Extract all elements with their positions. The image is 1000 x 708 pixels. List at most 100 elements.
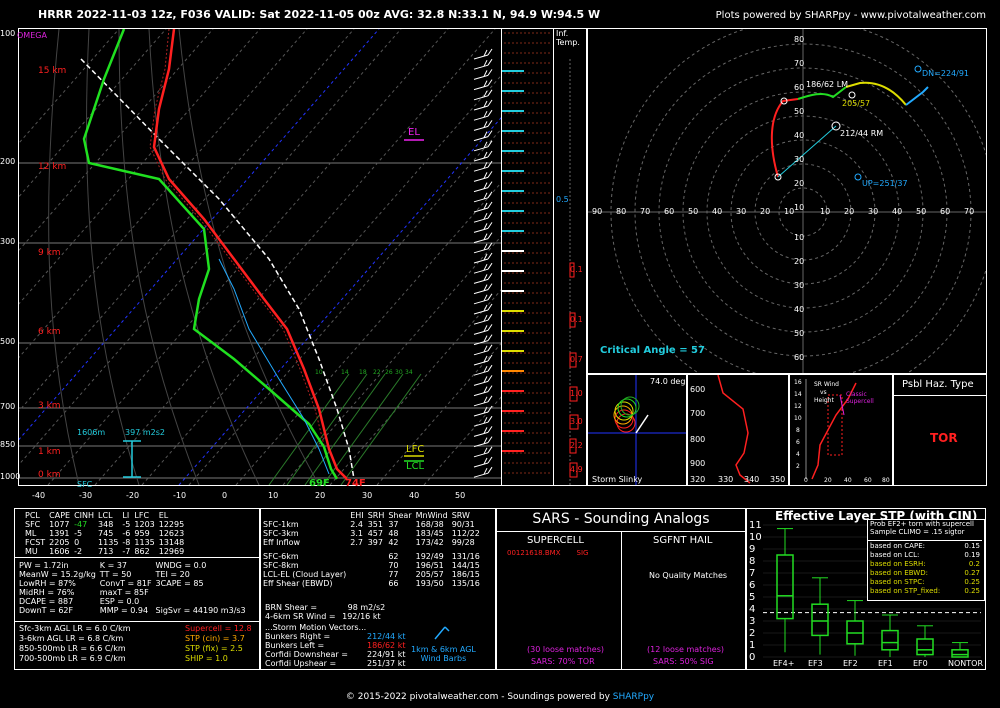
temp-adv-svg [569,59,579,485]
stp-y-label: 5 [749,592,756,603]
cell: 183/45 [415,529,444,538]
cell: 205/57 [415,570,444,579]
wind-barb [473,309,489,315]
col-header: SRH [367,511,385,520]
temp-adv-bar [569,312,576,328]
ring-label: 40 [794,131,805,140]
temp-adv-value: 0.1 [570,265,583,274]
sars-hail-header: SGFNT HAIL [653,535,713,546]
thermo-header-row: PCL CAPE CINH LCL LI LFC EL [23,511,186,520]
wind-barb [473,340,489,346]
credit-text: Plots powered by SHARPpy - www.pivotalwe… [715,10,986,21]
stp-y-label: 10 [749,532,762,543]
wind-barb [473,462,489,468]
wind-barb [483,182,488,189]
composite-param: Supercell = 12.8 [185,624,252,633]
vector-value: 186/62 kt [367,641,406,650]
wind-barb [473,207,489,213]
pshaz-panel: Psbl Haz. Type TOR [893,374,987,486]
ring-label: 10 [794,233,805,242]
cell: ML [25,529,37,538]
ring-label: 50 [794,329,805,338]
slinky-label: Storm Slinky [592,475,643,484]
cell: 173/42 [415,538,444,547]
sars-match-id: 00121618.BMX [507,549,561,557]
cell: -5 [122,520,131,529]
wind-barb [473,197,489,203]
table-row: SFC-6km 62 192/49 131/16 [261,552,482,561]
storm-vectors: Bunkers Right = 212/44 kt Bunkers Left = 1… [265,632,405,668]
footer-link[interactable]: SHARPpy [612,692,655,702]
prob-value: 0.25 [964,578,980,586]
cell: LowRH = 87% [19,579,76,588]
cell: 12623 [158,529,185,538]
prob-label: based on STP_fixed: [870,587,941,595]
brn-shear-label: BRN Shear = [265,603,318,612]
wind-barb [487,273,493,280]
col-header: LFC [134,511,150,520]
cell: 745 [98,529,114,538]
wind-barb [487,415,493,423]
srwind-y-label: 8 [796,427,800,434]
ring-label: 10 [784,207,795,216]
rm-label: 212/44 RM [840,129,884,138]
wind-barb [473,442,489,448]
wind-barb [483,243,488,251]
ring-label: 60 [794,353,805,362]
temp-adv-panel: Inf. Temp. 0.5 0.1 0.1 0.7 1.0 3.0 2.2 4… [553,28,587,486]
footer: © 2015-2022 pivotalweather.com - Soundin… [0,692,1000,702]
ring-label: 40 [712,207,723,216]
table-row: LCL-EL (Cloud Layer) 77 205/57 186/15 [261,570,482,579]
wind-barb [483,59,488,67]
ring-label: 60 [794,83,805,92]
cell [154,597,248,606]
ring-label: 50 [916,207,927,216]
vector-row: Corfidi Downshear = 224/91 kt [265,650,405,659]
theta-x-label: 350 [770,475,786,484]
srwind-x-label: 60 [864,477,872,484]
wind-barb [487,405,493,413]
wind-barb [487,211,493,219]
ring-label: 30 [794,281,805,290]
col-header: LI [122,511,130,520]
height-label: 12 km [38,162,67,172]
temp-tick: -10 [173,491,187,500]
wind-barb [483,121,488,128]
cell: 1391 [49,529,70,538]
wind-barb [473,401,489,407]
sars-supercell-header: SUPERCELL [527,535,584,546]
theta-y-label: 600 [690,385,706,394]
table-row: SFC-1km 2.4 351 37 168/38 90/31 [261,520,482,529]
srwind-title-1: SR Wind [814,381,839,388]
wind-barb [487,344,493,352]
ring-label: 70 [640,207,651,216]
cell: 48 [388,529,399,538]
wind-barb [487,395,493,403]
stp-category-label: NONTOR [948,659,984,668]
wind-barb [473,289,489,295]
cell: 862 [134,547,150,556]
height-label: 1 km [38,447,61,457]
table-row: PW = 1.72in K = 37 WNDG = 0.0 [17,561,248,570]
wind-barb [487,58,493,66]
wind-barb [487,120,493,127]
cell: -8 [122,538,131,547]
prob-value: 0.15 [964,542,980,550]
indices-table: PW = 1.72in K = 37 WNDG = 0.0 MeanW = 15.2… [17,561,248,615]
cell: MeanW = 15.2g/kg [19,570,96,579]
prob-sub: Sample CLIMO = .15 sigtor [870,528,965,536]
wind-barb [483,172,488,179]
cell: SFC [25,520,41,529]
table-row: SFC-3km 3.1 457 48 183/45 112/22 [261,529,482,538]
vector-value: 251/37 kt [367,659,406,668]
wind-barb [473,380,489,386]
vector-row: Bunkers Right = 212/44 kt [265,632,405,641]
hail-zone-label: 10 [315,369,323,376]
temp-tick: -40 [32,491,46,500]
pressure-label: 850 [0,440,16,449]
wind-barb [487,201,493,209]
table-row: LowRH = 87% ConvT = 81F 3CAPE = 85 [17,579,248,588]
cell: 2205 [49,538,70,547]
wind-barb [473,452,489,458]
cell: ConvT = 81F [99,579,152,588]
